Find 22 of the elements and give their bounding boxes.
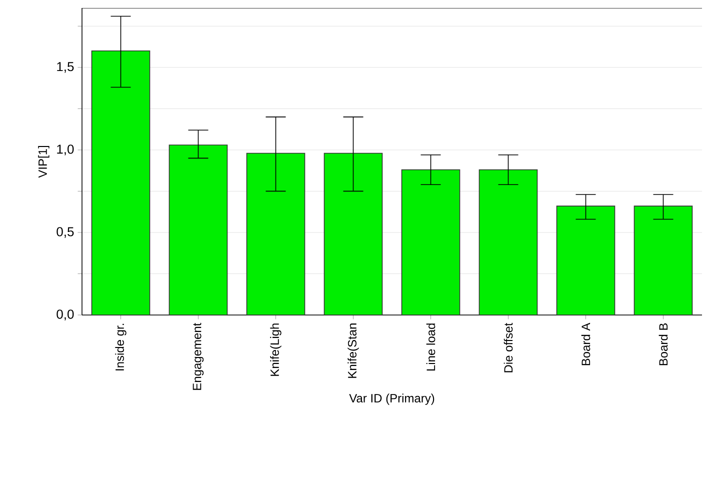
bar bbox=[168, 144, 228, 315]
bar bbox=[246, 152, 306, 315]
y-tick-label: 1,0 bbox=[57, 144, 74, 156]
x-tick-label: Line load bbox=[426, 324, 436, 370]
x-tick-label: Board B bbox=[658, 323, 668, 366]
bar bbox=[324, 152, 383, 315]
bar bbox=[401, 169, 460, 315]
x-axis-title: Var ID (Primary) bbox=[349, 394, 434, 405]
x-tick-label: Knife(Ligh bbox=[270, 324, 282, 376]
x-tick-label: Die offset bbox=[504, 322, 513, 372]
x-tick-label: Knife(Stan bbox=[348, 324, 359, 378]
y-axis-title: VIP[1] bbox=[38, 146, 50, 178]
bar bbox=[634, 206, 693, 315]
x-tick-label: Engagement bbox=[192, 322, 204, 390]
bar bbox=[478, 169, 538, 315]
bar bbox=[556, 206, 616, 315]
x-tick-label: Board A bbox=[581, 322, 590, 366]
y-tick-label: 0,5 bbox=[56, 227, 74, 238]
y-tick-label: 0,0 bbox=[56, 310, 74, 320]
bar bbox=[91, 50, 150, 315]
x-tick-label: Inside gr. bbox=[115, 324, 126, 370]
y-tick-label: 1,5 bbox=[57, 62, 74, 73]
